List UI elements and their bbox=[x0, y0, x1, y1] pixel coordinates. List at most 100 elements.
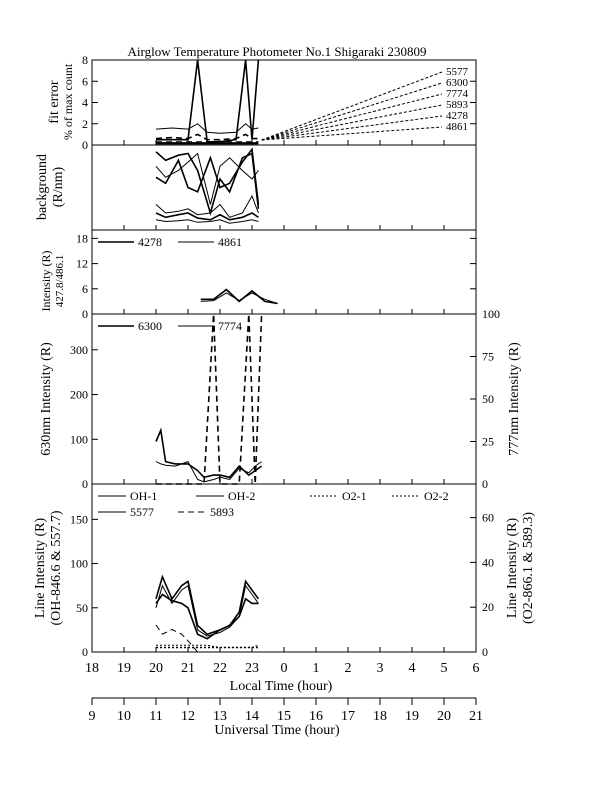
y-tick-label: 150 bbox=[70, 512, 88, 526]
y-tick-label: 0 bbox=[82, 307, 88, 321]
y2-tick-label: 0 bbox=[482, 645, 488, 659]
y2-tick-label: 20 bbox=[482, 600, 494, 614]
series-line-4861 bbox=[200, 292, 278, 304]
x-tick-label-local: 18 bbox=[85, 661, 99, 676]
legend-leader bbox=[261, 82, 443, 141]
x-tick-label-universal: 10 bbox=[117, 709, 131, 724]
y-tick-label: 6 bbox=[82, 74, 88, 88]
x-label-local: Local Time (hour) bbox=[230, 679, 333, 694]
y2-tick-label: 60 bbox=[482, 511, 494, 525]
y-tick-label: 100 bbox=[70, 432, 88, 446]
series-line-7774 bbox=[155, 133, 259, 141]
series-line-b bbox=[155, 152, 259, 205]
panel-fit-error: fit error % of max count 0 2 4 6 8 5577630077… bbox=[47, 53, 477, 152]
x-tick-label-local: 6 bbox=[473, 661, 480, 676]
y-label-line-2: % of max count bbox=[61, 63, 75, 140]
x-tick-label-local: 5 bbox=[441, 661, 448, 676]
y2-tick-label: 25 bbox=[482, 435, 494, 449]
y2-tick-label: 50 bbox=[482, 392, 494, 406]
y-label-line-2: 427.8/486.1 bbox=[54, 255, 66, 308]
y-tick-label: 6 bbox=[82, 282, 88, 296]
x-tick-label-universal: 15 bbox=[277, 709, 291, 724]
y2-label-line-1: Line Intensity (R) bbox=[505, 518, 520, 619]
y-tick-label: 4 bbox=[82, 96, 88, 110]
y-tick-label: 100 bbox=[70, 557, 88, 571]
legend-label: OH-1 bbox=[130, 489, 157, 503]
legend-leader bbox=[261, 71, 443, 141]
legend-label: OH-2 bbox=[228, 489, 255, 503]
panel-frame bbox=[91, 313, 477, 485]
chart-title: Airglow Temperature Photometer No.1 Shig… bbox=[128, 44, 427, 59]
legend-label: 7774 bbox=[446, 88, 469, 100]
series-line-7774 bbox=[156, 313, 263, 485]
legend-label: 4861 bbox=[446, 121, 468, 133]
x-tick-label-local: 20 bbox=[149, 661, 163, 676]
x-tick-label-local: 1 bbox=[313, 661, 320, 676]
legend-leader bbox=[261, 126, 443, 141]
x-label-universal: Universal Time (hour) bbox=[214, 723, 340, 738]
panel-blue-lines: Intensity (R) 427.8/486.1 0 6 12 18 4278 4861 bbox=[39, 229, 477, 321]
series-line-5577 bbox=[155, 593, 259, 640]
y-tick-label: 0 bbox=[82, 645, 88, 659]
series-line-4278 bbox=[200, 288, 278, 305]
x-tick-label-local: 3 bbox=[377, 661, 384, 676]
x-tick-label-local: 22 bbox=[213, 661, 227, 676]
series-line-6300-b bbox=[155, 460, 262, 483]
y2-tick-label: 100 bbox=[482, 307, 500, 321]
series-line-6300 bbox=[155, 427, 263, 479]
x-tick-label-universal: 13 bbox=[213, 709, 227, 724]
legend-label: 5577 bbox=[130, 505, 154, 519]
series-line-5893 bbox=[155, 624, 259, 653]
y2-tick-label: 40 bbox=[482, 555, 494, 569]
legend-label: 4278 bbox=[446, 110, 469, 122]
legend-label: O2-2 bbox=[424, 489, 449, 503]
y-tick-label: 200 bbox=[70, 388, 88, 402]
legend-label: 6300 bbox=[446, 77, 469, 89]
panel-frame bbox=[91, 59, 477, 146]
x-tick-label-local: 23 bbox=[245, 661, 259, 676]
y2-label: 777nm Intensity (R) bbox=[507, 342, 522, 456]
legend-label: 4861 bbox=[218, 235, 242, 249]
x-tick-label-universal: 11 bbox=[149, 709, 162, 724]
x-tick-label-universal: 20 bbox=[437, 709, 451, 724]
y-label: 630nm Intensity (R) bbox=[39, 342, 54, 456]
y-tick-label: 0 bbox=[82, 477, 88, 491]
x-tick-label-local: 2 bbox=[345, 661, 352, 676]
series-line-5577 bbox=[156, 59, 260, 143]
y-tick-label: 2 bbox=[82, 117, 88, 131]
y-tick-label: 8 bbox=[82, 53, 88, 67]
y-tick-label: 18 bbox=[76, 231, 88, 245]
y-label-line-2: (R/nm) bbox=[51, 166, 66, 207]
panel-frame bbox=[91, 144, 477, 231]
series-line-f bbox=[155, 219, 259, 224]
y-tick-label: 12 bbox=[76, 257, 88, 271]
x-tick-label-universal: 14 bbox=[245, 709, 259, 724]
legend-label: 6300 bbox=[138, 319, 162, 333]
y-label-line-1: Line Intensity (R) bbox=[33, 518, 48, 619]
y-tick-label: 50 bbox=[76, 601, 88, 615]
x-tick-label-universal: 19 bbox=[405, 709, 419, 724]
series-line-oh-2 bbox=[155, 584, 259, 637]
y2-tick-label: 0 bbox=[482, 477, 488, 491]
legend-label: 5577 bbox=[446, 66, 469, 78]
legend-label: 5893 bbox=[446, 99, 469, 111]
series-line-oh-1 bbox=[155, 574, 260, 636]
legend-leader bbox=[261, 115, 443, 141]
y-label-line-1: fit error bbox=[47, 80, 62, 123]
y2-label-line-2: (O2-866.1 & 589.3) bbox=[521, 512, 536, 624]
x-tick-label-universal: 18 bbox=[373, 709, 387, 724]
x-tick-label-universal: 17 bbox=[341, 709, 355, 724]
series-line-d bbox=[155, 194, 259, 218]
panel-oi-lines: 630nm Intensity (R) 777nm Intensity (R) … bbox=[39, 307, 522, 491]
legend-leader bbox=[261, 104, 443, 141]
y-label-line-1: background bbox=[35, 154, 50, 220]
panel-line-intensity: Line Intensity (R) (OH-846.6 & 557.7) Li… bbox=[33, 483, 536, 659]
legend-label: O2-1 bbox=[342, 489, 367, 503]
x-tick-label-universal: 16 bbox=[309, 709, 323, 724]
y2-tick-label: 75 bbox=[482, 350, 494, 364]
x-tick-label-local: 4 bbox=[409, 661, 416, 676]
y-tick-label: 300 bbox=[70, 343, 88, 357]
legend-label: 5893 bbox=[210, 505, 234, 519]
x-tick-label-universal: 12 bbox=[181, 709, 195, 724]
x-tick-label-local: 21 bbox=[181, 661, 195, 676]
